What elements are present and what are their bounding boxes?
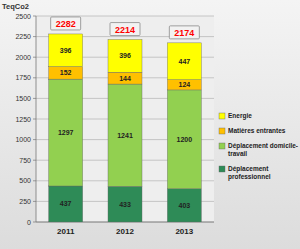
total-box bbox=[51, 17, 81, 30]
y-tick-label: 2000 bbox=[15, 54, 31, 61]
data-label: 447 bbox=[178, 58, 190, 65]
total-box bbox=[169, 26, 199, 39]
legend-line: Déplacement bbox=[228, 165, 269, 173]
bar-segment bbox=[167, 90, 201, 189]
bar-segment bbox=[167, 43, 201, 80]
y-tick bbox=[33, 36, 36, 37]
bar-segment bbox=[49, 186, 83, 222]
y-tick-label: 1000 bbox=[15, 136, 31, 143]
x-tick-label: 2013 bbox=[175, 227, 193, 236]
bar-segment bbox=[49, 79, 83, 186]
y-tick-label: 750 bbox=[19, 157, 31, 164]
total-label: 2174 bbox=[174, 28, 194, 38]
legend-line: Déplacement domicile- bbox=[228, 142, 298, 150]
legend-label: Déplacementprofessionnel bbox=[228, 165, 271, 181]
grid-line bbox=[36, 16, 214, 17]
data-label: 396 bbox=[119, 52, 131, 59]
legend-label: Déplacement domicile-travail bbox=[228, 142, 298, 157]
x-tick-label: 2011 bbox=[57, 227, 75, 236]
y-tick-label: 1750 bbox=[15, 74, 31, 81]
data-label: 433 bbox=[119, 201, 131, 208]
legend-swatch bbox=[219, 143, 225, 149]
bar-segment bbox=[167, 189, 201, 222]
y-axis bbox=[36, 16, 37, 222]
total-label: 2282 bbox=[56, 19, 76, 29]
y-tick-label: 2250 bbox=[15, 33, 31, 40]
bar-segment bbox=[108, 40, 142, 73]
y-tick bbox=[33, 16, 36, 17]
y-tick-label: 1250 bbox=[15, 116, 31, 123]
y-tick bbox=[33, 98, 36, 99]
bars bbox=[49, 34, 202, 222]
data-label: 1241 bbox=[117, 132, 133, 139]
plot-area bbox=[36, 16, 214, 222]
legend-line: travail bbox=[228, 150, 247, 157]
data-label: 152 bbox=[60, 69, 72, 76]
legend-line: professionnel bbox=[228, 173, 271, 181]
legend-swatch bbox=[219, 166, 225, 172]
data-label: 1297 bbox=[58, 129, 74, 136]
legend-label: Energie bbox=[228, 112, 252, 120]
data-label: 396 bbox=[60, 47, 72, 54]
y-tick bbox=[33, 222, 36, 223]
legend-line: Energie bbox=[228, 112, 252, 120]
bar-segment bbox=[167, 80, 201, 90]
total-box bbox=[110, 23, 140, 36]
background bbox=[0, 0, 300, 249]
data-label: 144 bbox=[119, 75, 131, 82]
data-label: 124 bbox=[178, 81, 190, 88]
legend-label: Matières entrantes bbox=[228, 127, 286, 134]
y-tick-label: 250 bbox=[19, 198, 31, 205]
y-tick-label: 0 bbox=[27, 219, 31, 226]
x-tick-label: 2012 bbox=[116, 227, 134, 236]
y-tick bbox=[33, 57, 36, 58]
legend-swatch bbox=[219, 113, 225, 119]
data-labels: 437 1297 152 396 2282 433 1241 144 396 2214 403 120… bbox=[51, 17, 200, 209]
y-tick-label: 1500 bbox=[15, 95, 31, 102]
y-tick bbox=[33, 139, 36, 140]
y-tick-label: 500 bbox=[19, 177, 31, 184]
y-tick bbox=[33, 119, 36, 120]
y-tick-label: 2500 bbox=[15, 13, 31, 20]
data-label: 1200 bbox=[177, 136, 193, 143]
chart-svg: 0 250 500 750 1000 1250 1500 1750 2000 2250 2500 Te… bbox=[0, 0, 300, 249]
legend-swatch bbox=[219, 128, 225, 134]
data-label: 403 bbox=[178, 202, 190, 209]
total-label: 2214 bbox=[115, 25, 135, 35]
bar-segment bbox=[108, 84, 142, 186]
y-axis-label: TeqCo2 bbox=[2, 2, 29, 11]
legend-line: Matières entrantes bbox=[228, 127, 286, 134]
data-label: 437 bbox=[60, 200, 72, 207]
bar-segment bbox=[49, 67, 83, 80]
bar-segment bbox=[108, 72, 142, 84]
legend: Energie Matières entrantes Déplacement dom… bbox=[219, 112, 298, 181]
y-tick bbox=[33, 201, 36, 202]
y-tick bbox=[33, 77, 36, 78]
y-tick bbox=[33, 160, 36, 161]
bar-segment bbox=[108, 186, 142, 222]
chart-container: 0 250 500 750 1000 1250 1500 1750 2000 2250 2500 Te… bbox=[0, 0, 300, 249]
bar-segment bbox=[49, 34, 83, 67]
y-tick bbox=[33, 180, 36, 181]
